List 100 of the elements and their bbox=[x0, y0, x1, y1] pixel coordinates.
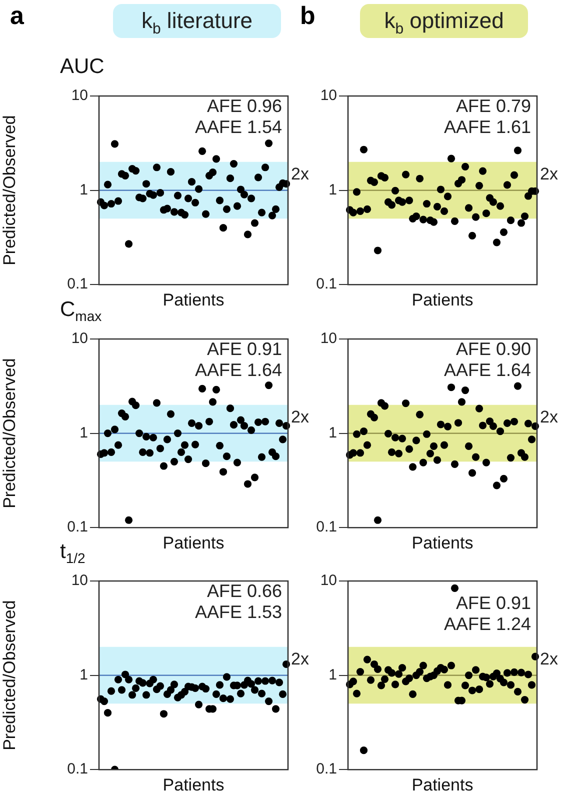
point bbox=[226, 404, 234, 412]
point bbox=[514, 688, 522, 696]
point bbox=[520, 696, 529, 704]
point bbox=[503, 419, 512, 427]
x-axis-title: Patients bbox=[162, 533, 224, 552]
point bbox=[520, 453, 529, 461]
point bbox=[489, 198, 498, 206]
point bbox=[506, 216, 515, 224]
x-axis-title: Patients bbox=[162, 290, 224, 310]
point bbox=[247, 194, 256, 202]
point bbox=[149, 191, 158, 199]
point bbox=[198, 384, 206, 393]
point bbox=[478, 422, 487, 430]
y-tick-label: 10 bbox=[320, 572, 337, 590]
band-label: 2x bbox=[291, 408, 310, 427]
point bbox=[216, 442, 224, 450]
point bbox=[264, 381, 273, 390]
point bbox=[184, 456, 192, 464]
point bbox=[433, 456, 442, 464]
point bbox=[132, 402, 140, 410]
point bbox=[380, 402, 389, 410]
point bbox=[264, 140, 273, 148]
point bbox=[236, 416, 245, 424]
point bbox=[388, 669, 396, 677]
point bbox=[191, 440, 200, 448]
point bbox=[440, 441, 448, 449]
point bbox=[349, 208, 358, 216]
point bbox=[419, 216, 428, 224]
point bbox=[160, 462, 168, 470]
point bbox=[496, 428, 504, 436]
point bbox=[160, 710, 168, 718]
point bbox=[468, 469, 476, 477]
point bbox=[377, 682, 386, 690]
point bbox=[163, 436, 172, 444]
band-label: 2x bbox=[540, 408, 558, 427]
point bbox=[104, 709, 112, 717]
point bbox=[419, 662, 428, 670]
y-tick-label: 0.1 bbox=[316, 518, 337, 536]
chart-subtitle: t$_{1/2}$ bbox=[60, 540, 86, 566]
point bbox=[208, 168, 217, 176]
point bbox=[464, 672, 473, 680]
point bbox=[430, 442, 438, 450]
point bbox=[352, 690, 361, 698]
point bbox=[492, 238, 501, 246]
point bbox=[170, 680, 178, 688]
point bbox=[416, 668, 424, 676]
point bbox=[240, 190, 248, 198]
point bbox=[212, 386, 220, 394]
point bbox=[475, 404, 484, 412]
point bbox=[405, 674, 414, 682]
y-tick-label: 10 bbox=[320, 330, 337, 348]
point bbox=[472, 666, 480, 674]
band-label: 2x bbox=[540, 164, 558, 184]
point bbox=[468, 232, 476, 240]
band-label: 2x bbox=[540, 650, 558, 669]
y-tick-label: 10 bbox=[71, 572, 88, 590]
point bbox=[447, 384, 456, 392]
point bbox=[468, 686, 476, 694]
point bbox=[412, 212, 420, 220]
point bbox=[394, 670, 403, 678]
point bbox=[450, 460, 459, 468]
point bbox=[138, 679, 147, 687]
point bbox=[104, 180, 112, 188]
point bbox=[374, 516, 382, 524]
point bbox=[163, 204, 172, 212]
point bbox=[205, 418, 214, 426]
point bbox=[142, 691, 150, 699]
point bbox=[440, 666, 448, 674]
y-tick-label: 0.1 bbox=[67, 276, 88, 293]
point bbox=[194, 422, 203, 430]
point bbox=[107, 687, 116, 695]
point bbox=[408, 690, 417, 698]
point bbox=[170, 458, 178, 466]
point bbox=[236, 690, 245, 698]
point bbox=[444, 681, 452, 689]
annotation: AAFE 1.53 bbox=[194, 602, 282, 622]
point bbox=[489, 422, 498, 430]
point bbox=[402, 170, 410, 178]
point bbox=[458, 176, 466, 184]
point bbox=[250, 474, 259, 482]
chart-title: k$_{b}$ optimized bbox=[360, 4, 528, 38]
point bbox=[422, 430, 431, 438]
point bbox=[272, 205, 280, 214]
annotation: AFE 0.91 bbox=[456, 592, 531, 613]
point bbox=[100, 449, 108, 457]
point bbox=[454, 419, 462, 427]
point bbox=[188, 419, 196, 427]
point bbox=[520, 212, 529, 220]
y-tick-label: 10 bbox=[320, 87, 337, 104]
point bbox=[194, 185, 203, 193]
point bbox=[114, 441, 122, 449]
point bbox=[461, 682, 470, 690]
point bbox=[121, 412, 130, 420]
point bbox=[166, 168, 175, 176]
point bbox=[352, 188, 361, 196]
y-tick-label: 1 bbox=[328, 181, 337, 198]
point bbox=[349, 678, 358, 686]
point bbox=[370, 660, 378, 668]
point bbox=[514, 382, 522, 390]
y-tick-label: 0.1 bbox=[316, 276, 337, 293]
